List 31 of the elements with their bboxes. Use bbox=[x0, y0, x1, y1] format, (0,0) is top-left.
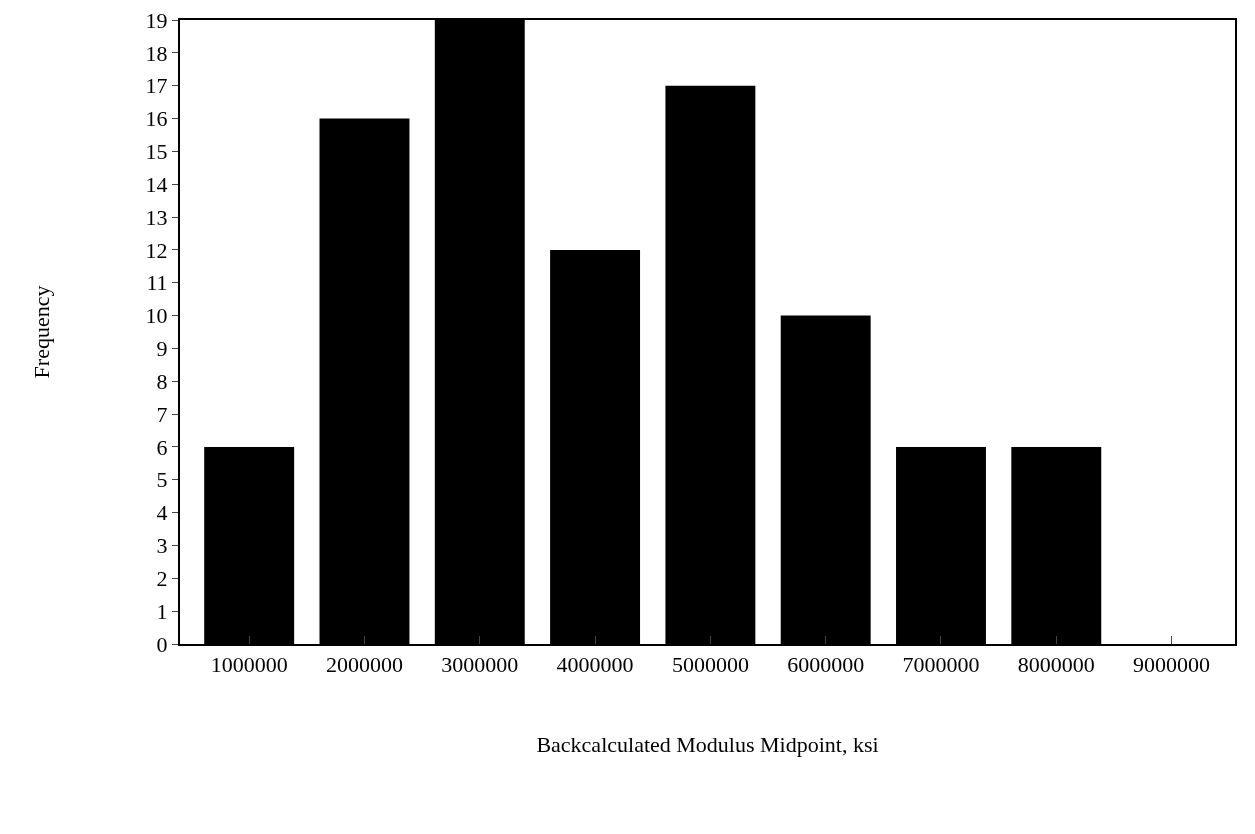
y-tick-label: 0 bbox=[156, 631, 168, 657]
x-tick-label: 1000000 bbox=[210, 652, 288, 678]
y-tick-label: 12 bbox=[145, 237, 168, 263]
y-tick-label: 15 bbox=[145, 139, 168, 165]
y-tick-label: 6 bbox=[156, 434, 168, 460]
x-tick-label: 2000000 bbox=[325, 652, 403, 678]
x-axis-title: Backcalculated Modulus Midpoint, ksi bbox=[536, 731, 879, 757]
y-tick-label: 4 bbox=[156, 500, 168, 526]
x-tick-label: 9000000 bbox=[1133, 652, 1211, 678]
y-tick-label: 17 bbox=[145, 73, 168, 99]
y-tick-label: 10 bbox=[145, 303, 168, 329]
y-tick-label: 7 bbox=[156, 401, 168, 427]
x-tick-label: 4000000 bbox=[556, 652, 634, 678]
y-tick-label: 9 bbox=[156, 336, 168, 362]
x-tick-label: 3000000 bbox=[441, 652, 519, 678]
y-tick-label: 1 bbox=[156, 598, 168, 624]
x-tick-label: 5000000 bbox=[671, 652, 749, 678]
y-tick-label: 3 bbox=[156, 533, 168, 559]
y-axis-title: Frequency bbox=[28, 285, 54, 379]
x-tick-label: 7000000 bbox=[902, 652, 980, 678]
y-tick-label: 13 bbox=[145, 204, 168, 230]
y-tick-label: 8 bbox=[156, 368, 168, 394]
y-tick-label: 11 bbox=[146, 270, 168, 296]
y-tick-label: 2 bbox=[156, 566, 168, 592]
y-tick-label: 19 bbox=[145, 7, 168, 33]
y-tick-label: 16 bbox=[145, 106, 168, 132]
x-tick-label: 6000000 bbox=[787, 652, 865, 678]
y-tick-label: 5 bbox=[156, 467, 168, 493]
x-tick-label: 8000000 bbox=[1017, 652, 1095, 678]
y-tick-label: 18 bbox=[145, 40, 168, 66]
y-tick-label: 14 bbox=[145, 171, 168, 197]
